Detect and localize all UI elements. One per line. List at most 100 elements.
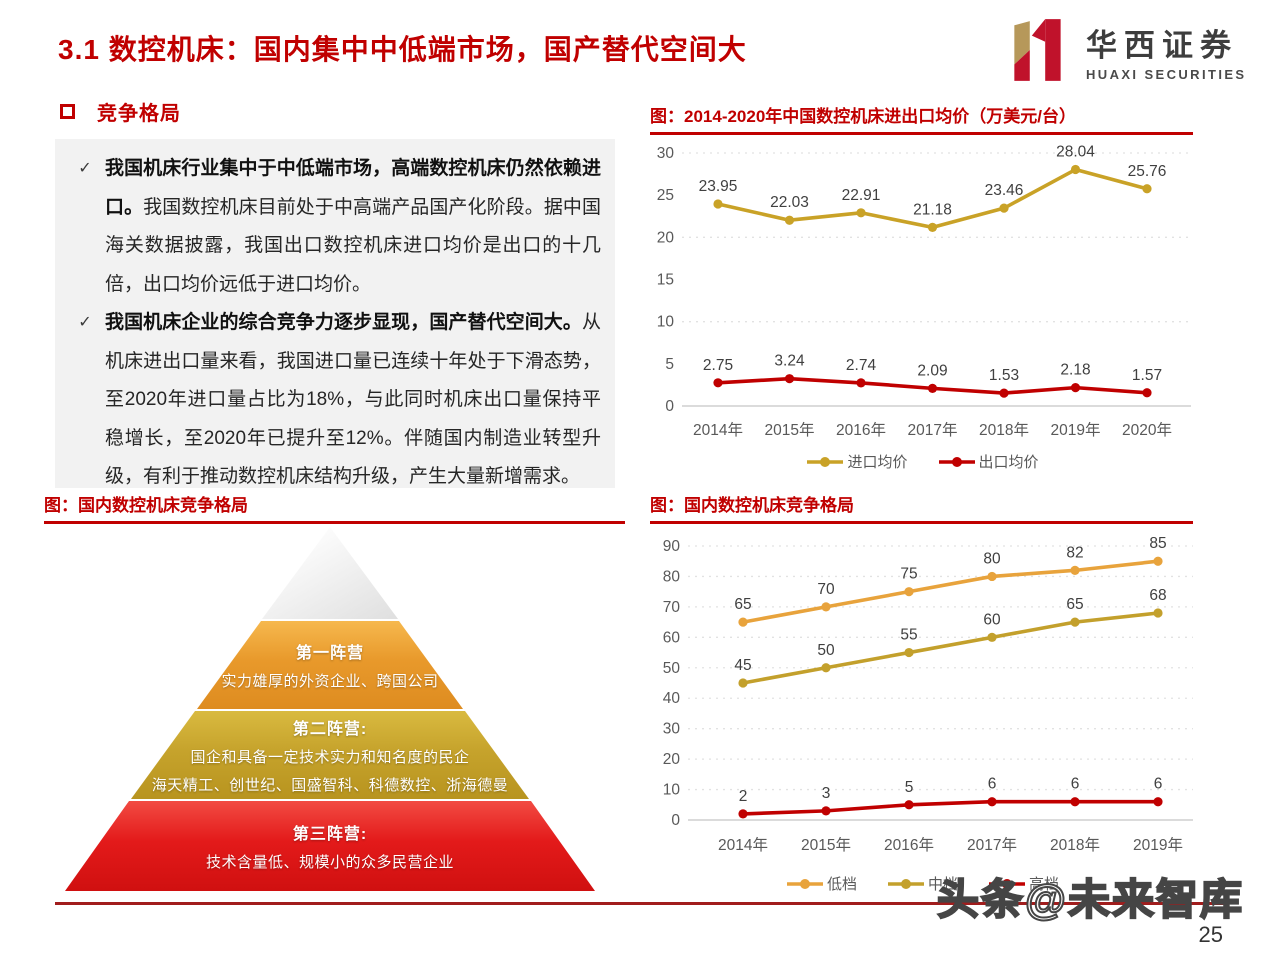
tier-line: 国企和具备一定技术实力和知名度的民企 (190, 749, 470, 766)
check-icon: ✓ (78, 314, 92, 331)
legend-label: 高档 (1029, 876, 1060, 893)
tier-line: 技术含量低、规模小的众多民营企业 (205, 854, 454, 871)
data-point (738, 617, 748, 627)
tier-line: 实力雄厚的外资企业、跨国公司 (221, 673, 439, 690)
data-label: 3.24 (774, 353, 805, 370)
data-point (821, 663, 831, 673)
data-point (856, 208, 866, 218)
x-tick-label: 2019年 (1133, 836, 1183, 854)
pyramid-tier-3: 第三阵营: 技术含量低、规模小的众多民营企业 (65, 801, 595, 891)
x-tick-label: 2017年 (967, 836, 1017, 854)
data-label: 3 (822, 785, 831, 802)
legend-label: 出口均价 (978, 454, 1039, 471)
data-point (1153, 797, 1163, 807)
y-tick-label: 30 (663, 721, 681, 738)
data-point (927, 222, 938, 232)
data-point (1142, 388, 1152, 398)
logo-cn-text: 华西证券 (1086, 28, 1238, 63)
data-label: 6 (988, 776, 997, 793)
x-tick-label: 2015年 (801, 836, 851, 854)
data-label: 60 (983, 611, 1001, 628)
legend-marker-icon (938, 456, 975, 467)
chart2-caption: 图：国内数控机床竞争格局 (650, 491, 1193, 524)
y-tick-label: 40 (663, 690, 681, 707)
x-tick-label: 2016年 (836, 421, 886, 439)
data-label: 1.57 (1132, 367, 1162, 384)
data-point (1142, 184, 1152, 194)
y-tick-label: 30 (657, 145, 675, 162)
x-tick-label: 2015年 (765, 421, 815, 439)
legend-marker-icon (989, 878, 1025, 889)
data-point (999, 388, 1009, 398)
legend-marker-icon (807, 456, 844, 467)
data-label: 5 (905, 779, 914, 796)
data-label: 25.76 (1128, 163, 1167, 180)
data-label: 23.46 (985, 182, 1024, 199)
chart1-caption: 图：2014-2020年中国数控机床进出口均价（万美元/台） (650, 102, 1193, 135)
data-point (987, 797, 997, 807)
huaxi-logo-icon (1014, 19, 1061, 81)
x-tick-label: 2018年 (979, 421, 1029, 439)
data-point (738, 809, 748, 819)
note-text: 我国机床企业的综合竞争力逐步显现，国产替代空间大。从机床进出口量来看，我国进口量… (105, 312, 601, 487)
y-tick-label: 10 (657, 314, 675, 331)
x-tick-label: 2017年 (908, 421, 958, 439)
data-point (904, 647, 914, 658)
data-point (1070, 164, 1081, 175)
data-point (927, 383, 938, 393)
data-point (821, 806, 831, 816)
y-tick-label: 50 (663, 660, 681, 677)
legend-label: 中档 (927, 876, 958, 893)
check-icon: ✓ (78, 160, 92, 177)
note-item: ✓ 我国机床行业集中于中低端市场，高端数控机床仍然依赖进口。我国数控机床目前处于… (65, 150, 601, 304)
data-point (1070, 797, 1080, 807)
y-tick-label: 20 (657, 229, 675, 246)
data-label: 2 (739, 788, 748, 805)
x-tick-label: 2018年 (1050, 836, 1100, 854)
data-point (784, 374, 795, 384)
data-label: 70 (817, 581, 835, 598)
square-bullet-icon (60, 104, 75, 119)
data-label: 50 (817, 642, 835, 659)
data-point (784, 215, 795, 225)
data-label: 85 (1149, 535, 1166, 552)
data-label: 2.75 (703, 357, 733, 374)
data-label: 22.91 (842, 187, 881, 204)
data-point (738, 678, 748, 688)
data-label: 6 (1154, 776, 1163, 793)
data-label: 68 (1149, 587, 1166, 604)
data-label: 45 (734, 657, 751, 674)
data-label: 65 (1066, 596, 1083, 613)
y-tick-label: 10 (663, 782, 681, 799)
data-point (1153, 608, 1163, 618)
tier-title: 第二阵营: (292, 721, 368, 738)
data-label: 2.09 (917, 362, 947, 379)
data-point (904, 587, 914, 597)
tier-title: 第一阵营 (295, 645, 364, 662)
data-label: 23.95 (699, 178, 738, 195)
pyramid-tier-1: 第一阵营 实力雄厚的外资企业、跨国公司 (197, 621, 463, 709)
data-point (987, 632, 997, 642)
logo-en-text: HUAXI SECURITIES (1086, 67, 1247, 82)
data-label: 2.18 (1060, 362, 1090, 379)
data-label: 2.74 (846, 357, 877, 374)
series-line (741, 559, 1160, 624)
data-point (1070, 565, 1080, 575)
series-line (741, 611, 1160, 685)
tier-title: 第三阵营: (292, 826, 368, 843)
y-tick-label: 90 (663, 538, 681, 555)
x-tick-label: 2019年 (1051, 421, 1101, 439)
y-tick-label: 25 (657, 187, 674, 204)
data-point (713, 199, 723, 209)
data-point (713, 378, 723, 388)
legend-marker-icon (887, 878, 924, 889)
y-tick-label: 15 (657, 272, 674, 289)
data-point (987, 571, 997, 582)
page-title: 3.1 数控机床：国内集中中低端市场，国产替代空间大 (58, 34, 747, 65)
data-point (1153, 556, 1163, 566)
x-tick-label: 2016年 (884, 836, 934, 854)
data-label: 28.04 (1056, 144, 1095, 161)
data-point (999, 203, 1009, 213)
pyramid-tier-top (262, 527, 398, 619)
legend-label: 进口均价 (847, 454, 908, 471)
